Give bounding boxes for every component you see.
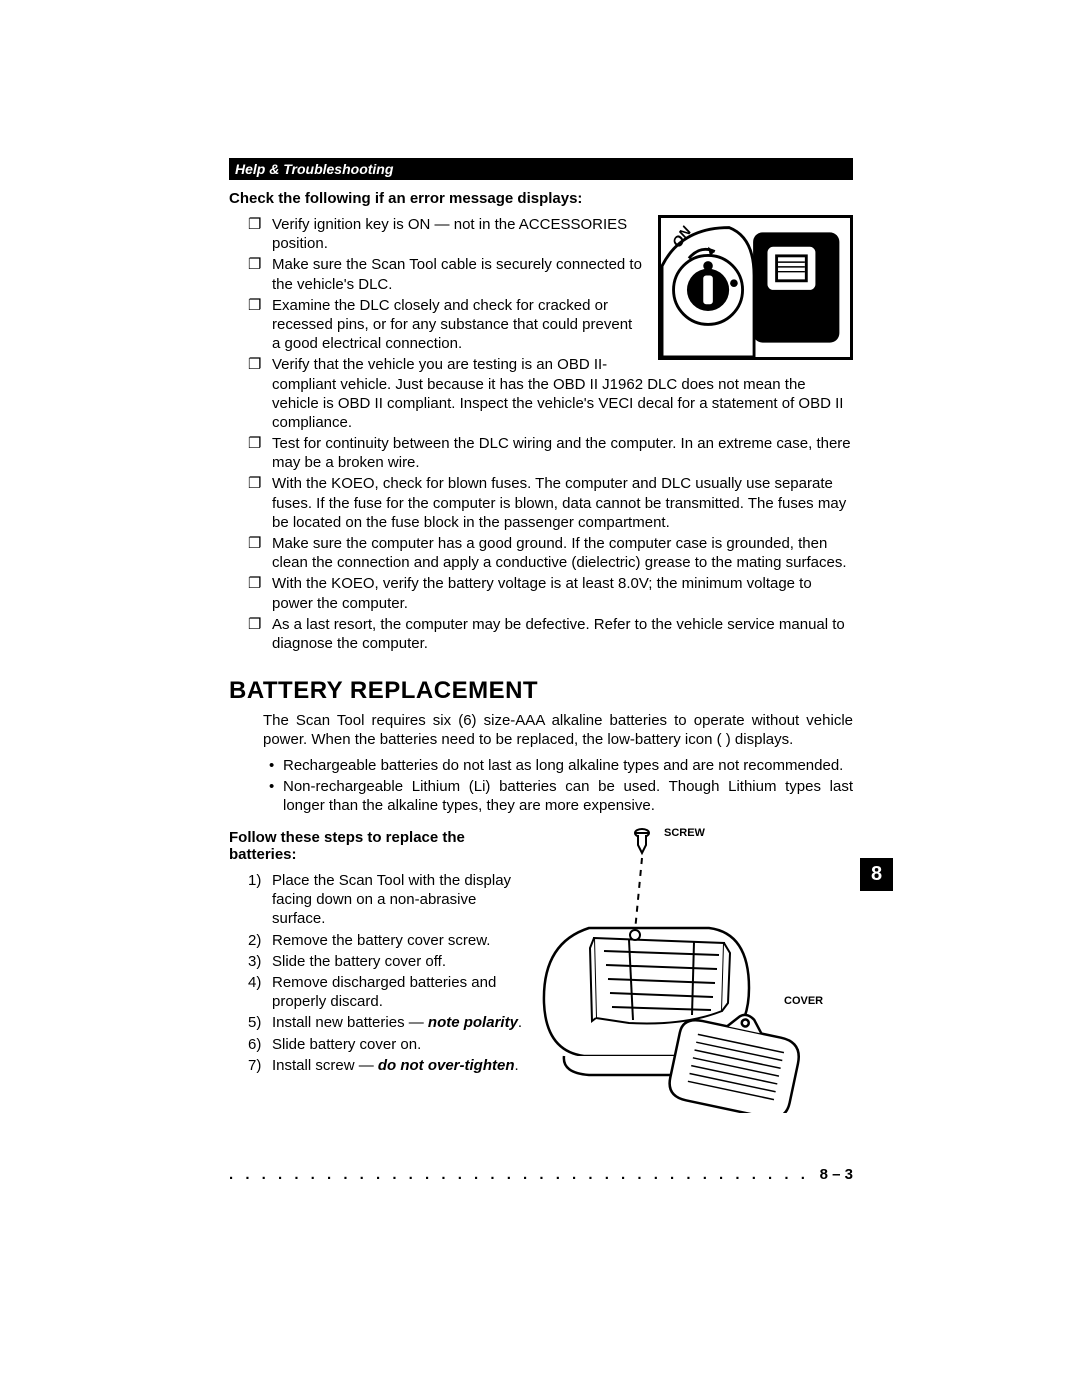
checklist-item: With the KOEO, check for blown fuses. Th… <box>272 474 853 532</box>
step-item: Install screw — do not over-tighten. <box>272 1056 524 1075</box>
checklist-item: Verify ignition key is ON — not in the A… <box>272 215 853 253</box>
intro-paragraph: The Scan Tool requires six (6) size-AAA … <box>229 711 853 749</box>
step-item: Remove the battery cover screw. <box>272 931 524 950</box>
note-item: Rechargeable batteries do not last as lo… <box>283 756 853 775</box>
checklist-item: Verify that the vehicle you are testing … <box>272 355 853 432</box>
section-title: BATTERY REPLACEMENT <box>229 677 853 705</box>
checklist-item: Examine the DLC closely and check for cr… <box>272 296 853 354</box>
checklist-item: As a last resort, the computer may be de… <box>272 615 853 653</box>
notes-list: Rechargeable batteries do not last as lo… <box>229 756 853 816</box>
screw-label: SCREW <box>664 827 705 839</box>
error-checklist: Verify ignition key is ON — not in the A… <box>229 215 853 653</box>
footer-dotline: . . . . . . . . . . . . . . . . . . . . … <box>229 1166 853 1183</box>
checklist-item: Test for continuity between the DLC wiri… <box>272 434 853 472</box>
step-item: Install new batteries — note polarity. <box>272 1013 524 1032</box>
checklist-heading: Check the following if an error message … <box>229 190 853 207</box>
checklist-item: With the KOEO, verify the battery voltag… <box>272 574 853 612</box>
section-header-bar: Help & Troubleshooting <box>229 158 853 180</box>
replacement-steps: Place the Scan Tool with the display fac… <box>229 871 524 1075</box>
step-item: Slide battery cover on. <box>272 1035 524 1054</box>
step-item: Remove discharged batteries and properly… <box>272 973 524 1011</box>
step-item: Slide the battery cover off. <box>272 952 524 971</box>
page-number: 8 – 3 <box>812 1166 853 1183</box>
manual-page: Help & Troubleshooting Check the followi… <box>229 158 853 1113</box>
chapter-tab: 8 <box>860 858 893 891</box>
steps-heading: Follow these steps to replace the batter… <box>229 829 524 863</box>
checklist-item: Make sure the Scan Tool cable is securel… <box>272 255 853 293</box>
note-item: Non-rechargeable Lithium (Li) batteries … <box>283 777 853 815</box>
checklist-block: ON Verify ignition key is ON — not in th… <box>229 215 853 655</box>
battery-illustration: SCREW COVER <box>534 823 834 1113</box>
cover-label: COVER <box>784 995 823 1007</box>
step-item: Place the Scan Tool with the display fac… <box>272 871 524 929</box>
checklist-item: Make sure the computer has a good ground… <box>272 534 853 572</box>
